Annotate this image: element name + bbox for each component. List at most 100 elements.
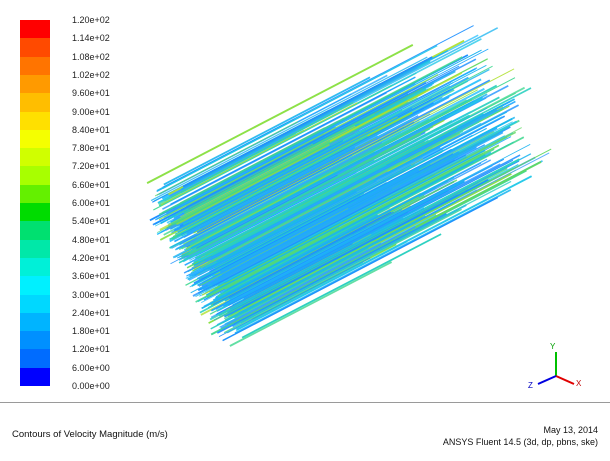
colorbar <box>20 20 50 387</box>
velocity-streak <box>222 196 499 342</box>
colorbar-tick-label: 6.00e+01 <box>72 198 110 208</box>
velocity-streak <box>195 114 471 260</box>
velocity-streak <box>212 87 532 255</box>
velocity-streak <box>222 201 456 324</box>
colorbar-swatch <box>20 74 50 94</box>
axis-triad: Y X Z <box>528 342 582 390</box>
velocity-streak <box>186 172 349 258</box>
velocity-streak <box>175 107 413 232</box>
colorbar-swatch <box>20 349 50 369</box>
velocity-streak <box>220 226 416 329</box>
velocity-streak <box>176 153 335 237</box>
velocity-streak <box>224 148 495 290</box>
velocity-streak <box>234 189 512 334</box>
velocity-streak <box>201 148 452 280</box>
colorbar-swatch <box>20 239 50 259</box>
colorbar-tick-label: 1.14e+02 <box>72 33 110 44</box>
velocity-streak <box>189 87 423 210</box>
velocity-streak <box>180 125 356 218</box>
colorbar-tick-label: 1.20e+02 <box>72 15 110 25</box>
velocity-streak <box>233 189 456 306</box>
velocity-streak <box>192 154 353 239</box>
velocity-streak <box>227 160 520 314</box>
velocity-streak <box>238 215 426 314</box>
colorbar-tick-label: 0.00e+00 <box>72 381 110 391</box>
velocity-streak <box>176 143 330 225</box>
velocity-streak <box>190 151 377 250</box>
velocity-streak <box>234 247 369 319</box>
velocity-streak <box>219 242 382 328</box>
velocity-streak <box>188 164 412 281</box>
velocity-streak <box>200 117 447 246</box>
velocity-streak <box>166 126 335 215</box>
velocity-streak <box>218 257 371 337</box>
velocity-streak <box>170 152 318 230</box>
colorbar-swatch <box>20 312 50 332</box>
velocity-streak <box>241 233 442 339</box>
colorbar-tick-label: 3.60e+01 <box>72 271 110 282</box>
velocity-streak <box>183 113 375 214</box>
colorbar-tick-label: 1.80e+01 <box>72 326 110 337</box>
velocity-streak <box>182 85 451 226</box>
x-axis-line <box>555 375 575 385</box>
velocity-streak <box>170 140 331 226</box>
colorbar-tick-label: 2.40e+01 <box>72 307 110 318</box>
velocity-streak <box>158 74 439 221</box>
velocity-streak <box>216 150 431 263</box>
velocity-streak <box>185 48 489 207</box>
z-axis-label: Z <box>528 381 533 390</box>
solver-info: ANSYS Fluent 14.5 (3d, dp, pbns, ske) <box>442 437 598 447</box>
velocity-streak <box>169 78 482 243</box>
velocity-streak <box>175 65 448 208</box>
plot-date: May 13, 2014 <box>543 425 598 435</box>
velocity-streak <box>227 240 373 318</box>
velocity-streak <box>162 91 387 210</box>
velocity-streak <box>229 208 403 300</box>
velocity-streak <box>219 127 498 273</box>
velocity-streak <box>180 65 460 212</box>
velocity-streak <box>236 180 512 325</box>
velocity-streak <box>214 163 416 269</box>
colorbar-swatch <box>20 56 50 76</box>
colorbar-tick-label: 9.00e+01 <box>72 106 110 117</box>
colorbar-tick-label: 5.40e+01 <box>72 216 110 227</box>
plot-title: Contours of Velocity Magnitude (m/s) <box>12 429 168 440</box>
velocity-streak <box>162 25 474 188</box>
colorbar-tick-label: 6.60e+01 <box>72 179 110 190</box>
velocity-streak <box>211 196 420 306</box>
velocity-streak <box>195 226 340 303</box>
footer-panel: Contours of Velocity Magnitude (m/s) May… <box>0 402 610 461</box>
velocity-streak <box>227 261 364 334</box>
velocity-streak <box>193 103 505 267</box>
velocity-streak <box>229 190 471 317</box>
velocity-streak <box>189 84 498 246</box>
y-axis-label: Y <box>550 342 556 351</box>
velocity-streak <box>219 151 492 295</box>
colorbar-tick-label: 1.02e+02 <box>72 69 110 80</box>
colorbar-swatch <box>20 367 50 387</box>
velocity-streak <box>201 176 455 310</box>
graphics-viewport[interactable]: 1.20e+02 1.14e+02 1.08e+02 1.02e+02 9.60e+01… <box>0 0 610 398</box>
velocity-contour-plot <box>146 25 552 347</box>
velocity-streak <box>185 171 334 250</box>
velocity-streak <box>215 131 517 290</box>
velocity-streak <box>215 164 493 310</box>
velocity-streak <box>182 56 433 188</box>
velocity-streak <box>212 214 378 301</box>
colorbar-swatch <box>20 203 50 222</box>
velocity-streak <box>194 147 441 277</box>
velocity-streak <box>199 135 379 230</box>
velocity-streak <box>184 151 375 251</box>
velocity-streak <box>229 261 393 347</box>
velocity-streak <box>186 96 450 235</box>
colorbar-tick-label: 4.20e+01 <box>72 252 110 263</box>
velocity-streak <box>172 101 393 217</box>
velocity-streak <box>196 68 515 235</box>
velocity-streak <box>228 211 394 299</box>
velocity-streak <box>223 180 465 308</box>
velocity-streak <box>173 89 392 204</box>
colorbar-swatch <box>20 221 50 241</box>
colorbar-swatch <box>20 294 50 314</box>
velocity-streak <box>216 213 447 334</box>
colorbar-tick-label: 7.80e+01 <box>72 143 110 154</box>
